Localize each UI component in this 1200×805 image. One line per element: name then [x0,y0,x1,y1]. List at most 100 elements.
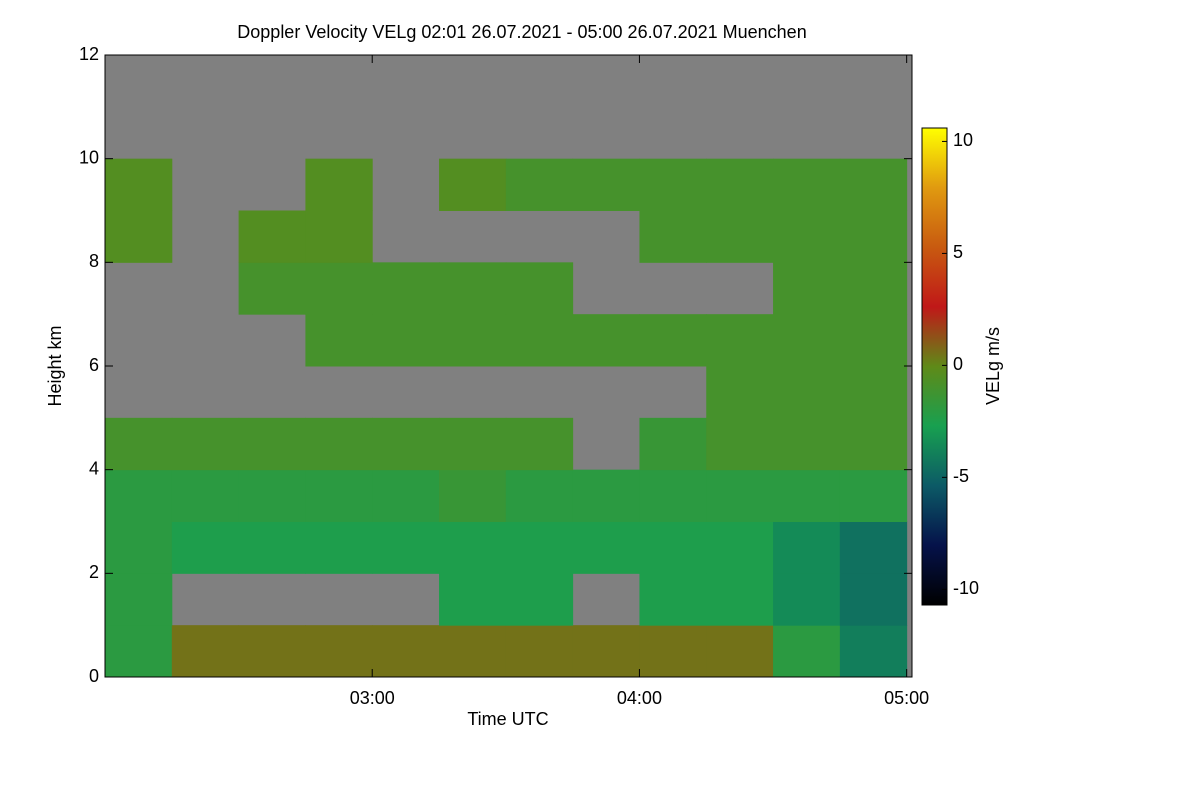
heatmap-cell [238,521,306,574]
heatmap-cell [305,625,373,678]
heatmap-cell [639,417,707,471]
heatmap-cell [105,158,173,211]
heatmap-cell [639,210,707,263]
heatmap-cell [773,521,841,574]
heatmap-cell [706,469,774,522]
heatmap-cell [372,417,440,471]
heatmap-cell [171,625,240,678]
heatmap-cell [505,262,574,315]
heatmap-cell [773,625,841,678]
heatmap-cell [238,625,306,678]
colorbar-tick-label: 10 [953,130,973,150]
x-tick-label: 05:00 [884,688,929,708]
heatmap-cell [706,521,774,574]
heatmap-cell [639,521,707,574]
heatmap-cell [773,366,841,419]
heatmap-cell [706,366,774,419]
heatmap-cell [439,314,507,367]
heatmap-cell [572,521,640,574]
heatmap-cell [305,417,373,471]
heatmap-cell [439,262,507,315]
heatmap-cell [305,262,373,315]
y-tick-label: 12 [79,44,99,64]
heatmap-cell [639,158,707,211]
heatmap-cell [839,573,908,626]
colorbar-tick-label: 0 [953,354,963,374]
heatmap-cell [839,262,908,315]
heatmap-cell [372,521,440,574]
heatmap-cell [105,469,173,522]
heatmap-cell [305,521,373,574]
heatmap-cell [505,158,574,211]
heatmap-cell [105,625,173,678]
colorbar-label: VELg m/s [983,327,1003,405]
heatmap-cell [839,625,908,678]
heatmap-cell [439,158,507,211]
heatmap-cell [372,469,440,522]
heatmap-cell [572,158,640,211]
heatmap-cell [839,210,908,263]
heatmap-cell [439,625,507,678]
heatmap-cell [773,314,841,367]
heatmap-cell [171,417,240,471]
heatmap-cell [171,521,240,574]
heatmap-cell [773,417,841,471]
heatmap-cell [505,573,574,626]
heatmap-cell [105,417,173,471]
heatmap-cell [238,210,306,263]
heatmap-cell [305,469,373,522]
heatmap-cell [505,521,574,574]
heatmap-cell [305,158,373,211]
x-axis-label: Time UTC [467,709,548,729]
heatmap-cell [706,210,774,263]
heatmap-cell [639,314,707,367]
heatmap-cell [639,573,707,626]
y-tick-label: 8 [89,251,99,271]
y-axis-label: Height km [45,325,65,406]
heatmap-cell [572,469,640,522]
heatmap-cell [372,262,440,315]
x-tick-label: 03:00 [350,688,395,708]
heatmap-cell [639,625,707,678]
heatmap-cell [572,625,640,678]
heatmap-cell [439,417,507,471]
heatmap-cell [639,469,707,522]
heatmap-cell [439,521,507,574]
heatmap-cell [839,469,908,522]
heatmap-cell [839,158,908,211]
y-tick-label: 4 [89,458,99,478]
heatmap-cell [238,262,306,315]
colorbar-tick-label: 5 [953,242,963,262]
heatmap-cell [105,573,173,626]
x-tick-label: 04:00 [617,688,662,708]
heatmap-cell [773,210,841,263]
heatmap-cell [505,625,574,678]
chart-title: Doppler Velocity VELg 02:01 26.07.2021 -… [237,22,806,42]
heatmap-cell [839,521,908,574]
heatmap-cell [572,314,640,367]
heatmap-cell [238,417,306,471]
heatmap-cell [773,573,841,626]
heatmap-cell [505,314,574,367]
colorbar-tick-label: -10 [953,578,979,598]
heatmap-cell [372,314,440,367]
heatmap-cell [706,573,774,626]
heatmap-cell [773,262,841,315]
heatmap-cell [171,469,240,522]
y-tick-label: 2 [89,562,99,582]
heatmap-cell [305,314,373,367]
heatmap-cell [773,158,841,211]
heatmap-cell [706,625,774,678]
colorbar-tick-label: -5 [953,466,969,486]
heatmap-cell [839,417,908,471]
heatmap-cell [372,625,440,678]
heatmap-cell [505,417,574,471]
heatmap-cell [706,158,774,211]
heatmap-cell [706,417,774,471]
heatmap-cell [839,366,908,419]
y-tick-label: 10 [79,147,99,167]
heatmap-cell [439,469,507,522]
heatmap-cell [105,210,173,263]
heatmap-cell [505,469,574,522]
